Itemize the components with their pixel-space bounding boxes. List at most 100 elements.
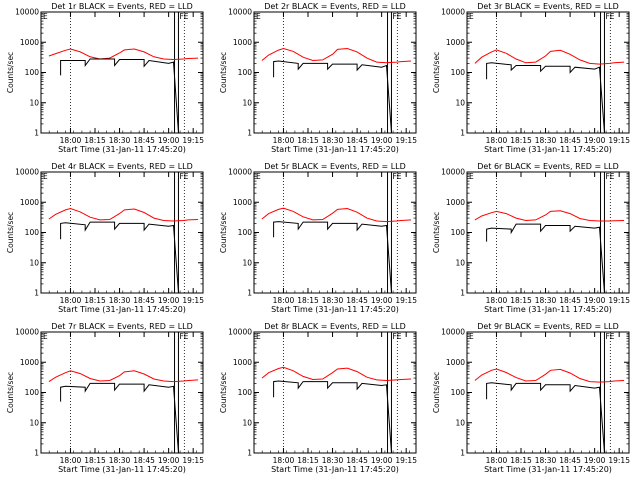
y-tick-label: 10000 — [15, 328, 39, 337]
chart-svg: Det 5r BLACK = Events, RED = LLD 1 10 100 10… — [219, 162, 417, 314]
chart-title: Det 2r BLACK = Events, RED = LLD — [264, 2, 406, 11]
x-axis-label: Start Time (31-Jan-11 17:45:20) — [271, 305, 399, 314]
y-tick-label: 10000 — [15, 8, 39, 17]
series-line-red — [261, 47, 412, 64]
x-tick-label: 18:45 — [559, 136, 581, 145]
series-line-black — [60, 382, 179, 454]
series-line-black — [273, 60, 392, 134]
y-tick-label: 10000 — [441, 328, 465, 337]
chart-panel: Det 9r BLACK = Events, RED = LLD 1 10 100 10… — [426, 320, 639, 480]
y-tick-label: 1 — [247, 289, 252, 298]
y-tick-label: 1 — [34, 129, 39, 138]
chart-svg: Det 7r BLACK = Events, RED = LLD 1 10 100 10… — [6, 322, 204, 474]
x-tick-label: 18:00 — [60, 296, 82, 305]
x-tick-label: 18:15 — [510, 296, 532, 305]
marker-label: FE — [392, 172, 401, 181]
x-axis-label: Start Time (31-Jan-11 17:45:20) — [58, 145, 186, 154]
x-tick-label: 18:45 — [133, 136, 155, 145]
x-tick-label: 18:15 — [84, 136, 106, 145]
x-tick-label: 18:45 — [559, 296, 581, 305]
chart-panel: Det 8r BLACK = Events, RED = LLD 1 10 100 10… — [213, 320, 426, 480]
chart-title: Det 7r BLACK = Events, RED = LLD — [51, 322, 193, 331]
x-axis-label: Start Time (31-Jan-11 17:45:20) — [271, 465, 399, 474]
chart-panel: Det 2r BLACK = Events, RED = LLD 1 10 100 10… — [213, 0, 426, 160]
y-axis-label: Counts/sec — [432, 212, 441, 253]
x-tick-label: 18:15 — [84, 296, 106, 305]
series-line-black — [486, 62, 605, 134]
x-tick-label: 19:00 — [584, 136, 606, 145]
y-axis-label: Counts/sec — [219, 52, 228, 93]
y-tick-label: 100 — [451, 228, 466, 237]
y-axis-label: Counts/sec — [219, 212, 228, 253]
x-tick-label: 19:00 — [371, 296, 393, 305]
chart-title: Det 6r BLACK = Events, RED = LLD — [477, 162, 619, 171]
y-tick-label: 1 — [247, 129, 252, 138]
marker-label: E — [256, 172, 261, 181]
y-tick-label: 10 — [455, 98, 465, 107]
x-tick-label: 18:45 — [346, 296, 368, 305]
marker-label: FE — [179, 12, 188, 21]
chart-title: Det 3r BLACK = Events, RED = LLD — [477, 2, 619, 11]
series-line-black — [273, 380, 392, 454]
x-tick-label: 19:00 — [584, 296, 606, 305]
x-tick-label: 18:15 — [297, 136, 319, 145]
x-axis-label: Start Time (31-Jan-11 17:45:20) — [484, 465, 612, 474]
x-tick-label: 18:00 — [486, 296, 508, 305]
marker-label: E — [43, 172, 48, 181]
y-tick-label: 1000 — [233, 38, 252, 47]
x-tick-label: 18:15 — [297, 296, 319, 305]
x-axis-label: Start Time (31-Jan-11 17:45:20) — [484, 145, 612, 154]
y-tick-label: 1000 — [20, 358, 39, 367]
y-tick-label: 1000 — [446, 198, 465, 207]
chart-panel: Det 3r BLACK = Events, RED = LLD 1 10 100 10… — [426, 0, 639, 160]
x-tick-label: 18:00 — [273, 456, 295, 465]
y-tick-label: 10 — [242, 258, 252, 267]
y-tick-label: 1 — [460, 129, 465, 138]
y-tick-label: 10000 — [228, 328, 252, 337]
chart-svg: Det 3r BLACK = Events, RED = LLD 1 10 100 10… — [432, 2, 630, 154]
y-tick-label: 100 — [451, 68, 466, 77]
y-tick-label: 1 — [247, 449, 252, 458]
series-line-red — [474, 49, 625, 65]
x-tick-label: 19:15 — [395, 456, 417, 465]
y-axis-label: Counts/sec — [432, 372, 441, 413]
y-tick-label: 1 — [460, 449, 465, 458]
y-tick-label: 100 — [238, 388, 253, 397]
x-tick-label: 18:30 — [535, 136, 557, 145]
x-tick-label: 19:00 — [158, 296, 180, 305]
chart-title: Det 9r BLACK = Events, RED = LLD — [477, 322, 619, 331]
series-line-red — [48, 48, 199, 61]
y-tick-label: 1 — [460, 289, 465, 298]
marker-label: E — [43, 12, 48, 21]
y-tick-label: 100 — [25, 68, 40, 77]
x-axis-label: Start Time (31-Jan-11 17:45:20) — [58, 465, 186, 474]
chart-svg: Det 6r BLACK = Events, RED = LLD 1 10 100 10… — [432, 162, 630, 314]
x-tick-label: 18:00 — [60, 456, 82, 465]
series-line-red — [261, 207, 412, 223]
marker-label: E — [43, 332, 48, 341]
x-tick-label: 18:15 — [510, 136, 532, 145]
y-tick-label: 1000 — [20, 38, 39, 47]
marker-label: FE — [605, 12, 614, 21]
chart-svg: Det 4r BLACK = Events, RED = LLD 1 10 100 10… — [6, 162, 204, 314]
y-tick-label: 10 — [455, 418, 465, 427]
marker-label: E — [469, 172, 474, 181]
x-tick-label: 18:15 — [84, 456, 106, 465]
x-tick-label: 18:30 — [109, 456, 131, 465]
y-axis-label: Counts/sec — [6, 372, 15, 413]
series-line-black — [486, 223, 605, 294]
chart-panel: Det 7r BLACK = Events, RED = LLD 1 10 100 10… — [0, 320, 213, 480]
x-tick-label: 19:15 — [608, 296, 630, 305]
x-tick-label: 19:15 — [395, 136, 417, 145]
x-tick-label: 18:45 — [346, 456, 368, 465]
marker-label: FE — [392, 332, 401, 341]
y-tick-label: 1 — [34, 289, 39, 298]
y-tick-label: 100 — [25, 228, 40, 237]
chart-title: Det 4r BLACK = Events, RED = LLD — [51, 162, 193, 171]
x-tick-label: 18:00 — [60, 136, 82, 145]
y-tick-label: 100 — [238, 68, 253, 77]
y-axis-label: Counts/sec — [6, 212, 15, 253]
x-tick-label: 19:00 — [584, 456, 606, 465]
series-line-black — [273, 221, 392, 294]
x-tick-label: 18:30 — [322, 456, 344, 465]
